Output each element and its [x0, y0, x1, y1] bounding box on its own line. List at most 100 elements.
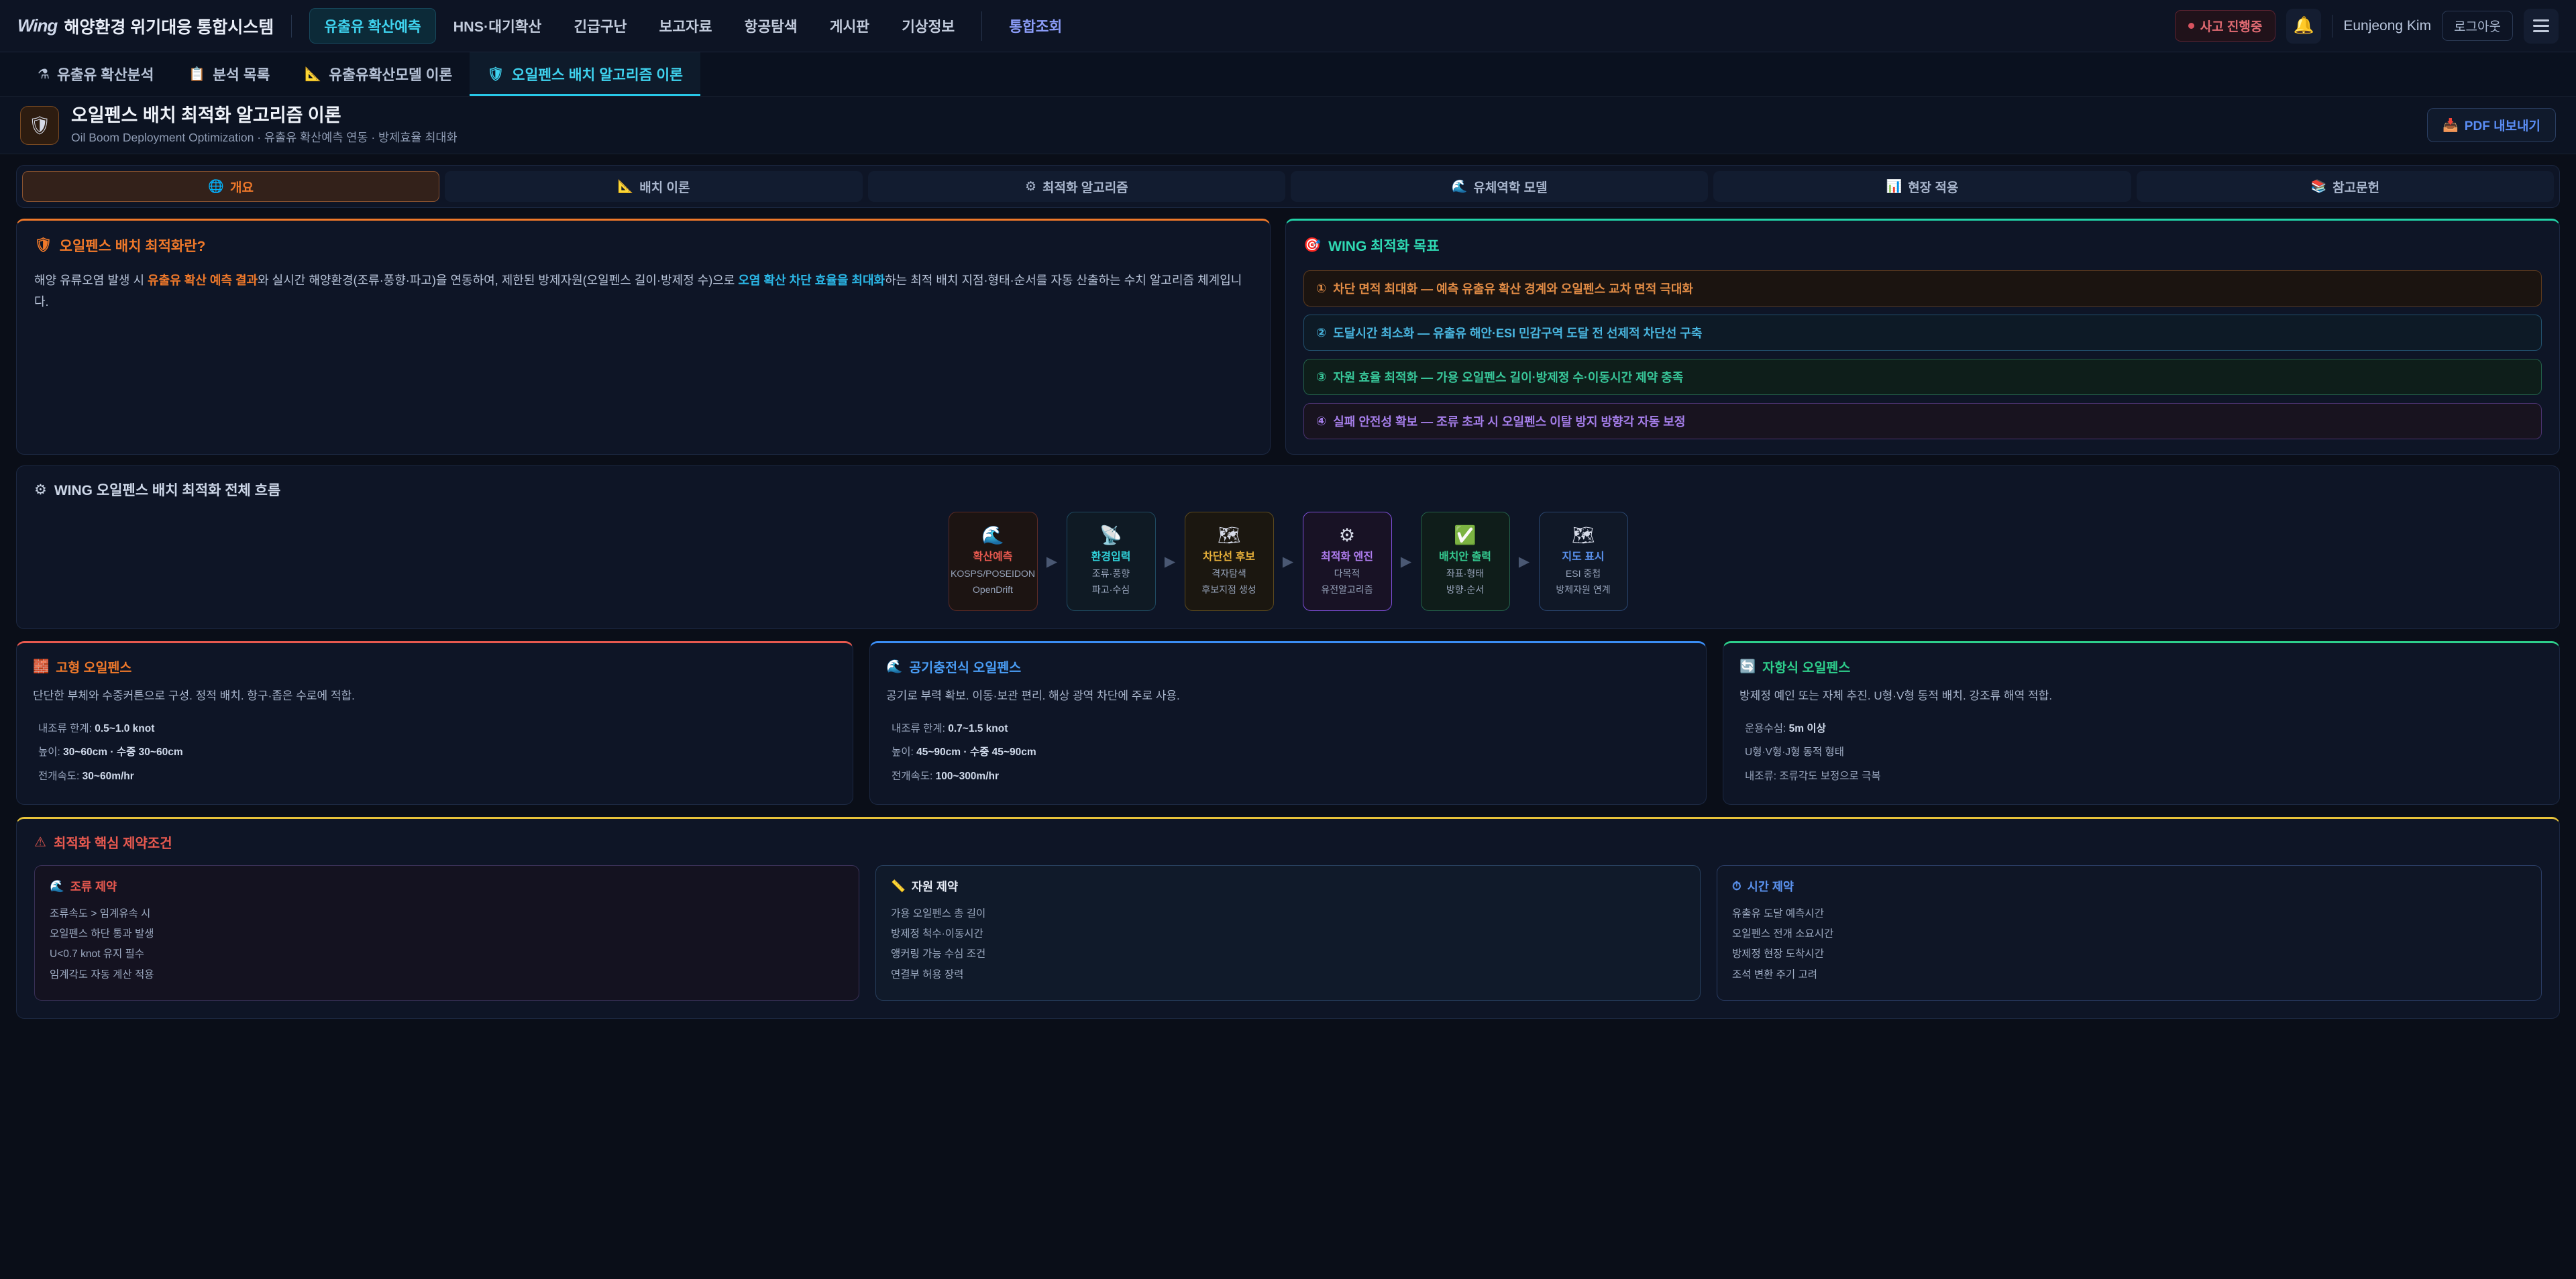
- shield-icon: 🛡: [34, 237, 52, 253]
- nav-item-hns-atmos[interactable]: HNS·대기확산: [453, 19, 542, 35]
- flask-icon: ⚗: [38, 67, 50, 82]
- flow-node-barrier-candidates[interactable]: 🗺 차단선 후보 격자탐색 후보지점 생성: [1184, 512, 1274, 611]
- boom-spec-row: 높이: 45~90cm · 수중 45~90cm: [886, 740, 1690, 764]
- tab-optimization-algorithm[interactable]: ⚙ 최적화 알고리즘: [867, 171, 1285, 202]
- triangle-ruler-icon: 📐: [305, 67, 322, 82]
- intro-panel-body: 해양 유류오염 발생 시 유출유 확산 예측 결과와 실시간 해양환경(조류·풍…: [34, 270, 1252, 313]
- constraint-item: 유출유 도달 예측시간: [1732, 907, 1824, 920]
- constraint-group-title-row: 🌊 조류 제약: [50, 878, 844, 895]
- flow-node-line1: 격자탐색: [1212, 567, 1246, 579]
- export-pdf-label: PDF 내보내기: [2464, 119, 2540, 133]
- boom-spec-value: 100~300m/hr: [935, 770, 1000, 782]
- map-icon: 🗺: [1217, 524, 1241, 545]
- clipboard-icon: 📋: [189, 67, 206, 82]
- goals-panel: 🎯 WING 최적화 목표 ① 차단 면적 최대화 — 예측 유출유 확산 경계…: [1285, 219, 2560, 455]
- books-icon: 📚: [2310, 180, 2327, 194]
- tab-deployment-theory[interactable]: 📐 배치 이론: [445, 171, 863, 202]
- constraint-item: 방제정 현장 도착시간: [1732, 948, 1824, 960]
- boom-spec-label: 높이:: [892, 746, 917, 759]
- hamburger-menu-icon[interactable]: [2524, 8, 2559, 44]
- nav-item-emergency-rescue[interactable]: 긴급구난: [574, 19, 627, 35]
- intro-text-3: 하는 최적 배치 지점·형태·순서를 자동 산출하는 수치 알고리즘 체계입니다…: [34, 274, 1242, 309]
- flow-node-line2: OpenDrift: [973, 584, 1013, 595]
- logout-button[interactable]: 로그아웃: [2442, 11, 2513, 41]
- subtab-spill-analysis[interactable]: ⚗ 유출유 확산분석: [20, 52, 171, 96]
- flow-node-map-display[interactable]: 🗺 지도 표시 ESI 중첩 방제자원 연계: [1538, 512, 1628, 611]
- constraints-title: 최적화 핵심 제약조건: [53, 836, 172, 851]
- gear-icon: ⚙: [1338, 524, 1356, 545]
- tab-label: 배치 이론: [639, 180, 690, 195]
- flow-panel-title-row: ⚙ WING 오일펜스 배치 최적화 전체 흐름: [34, 480, 2542, 500]
- warning-icon: ⚠: [34, 834, 46, 850]
- boom-card-description: 단단한 부체와 수중커튼으로 구성. 정적 배치. 항구·좁은 수로에 적합.: [33, 689, 355, 702]
- goal-item: ④ 실패 안전성 확보 — 조류 초과 시 오일펜스 이탈 방지 방향각 자동 …: [1303, 403, 2542, 439]
- nav-item-integrated-search[interactable]: 통합조회: [1009, 19, 1063, 35]
- nav-item-aerial-search[interactable]: 항공탐색: [744, 19, 798, 35]
- header-actions: 사고 진행중 🔔 Eunjeong Kim 로그아웃: [2174, 8, 2559, 44]
- flow-panel-title: WING 오일펜스 배치 최적화 전체 흐름: [54, 483, 281, 498]
- fence-icon: 🧱: [33, 659, 50, 674]
- subtab-spill-model-theory[interactable]: 📐 유출유확산모델 이론: [287, 52, 470, 96]
- flow-node-line1: ESI 중첩: [1565, 567, 1601, 579]
- goal-number: ④: [1316, 414, 1327, 428]
- constraint-group-title: 시간 제약: [1747, 879, 1794, 893]
- subtab-label: 분석 목록: [213, 67, 270, 83]
- content-tab-strip: 🌐 개요 📐 배치 이론 ⚙ 최적화 알고리즘 🌊 유체역학 모델 📊 현장 적…: [16, 165, 2560, 208]
- flow-node-deployment-output[interactable]: ✅ 배치안 출력 좌표·형태 방향·순서: [1420, 512, 1510, 611]
- incident-status-badge[interactable]: 사고 진행중: [2174, 10, 2276, 42]
- boom-spec-value: 5m 이상: [1788, 723, 1826, 735]
- chart-icon: 📊: [1886, 180, 1902, 194]
- boom-card-inflatable: 🌊 공기충전식 오일펜스 공기로 부력 확보. 이동·보관 편리. 해상 광역 …: [869, 641, 1707, 805]
- triangle-ruler-icon: 📐: [617, 180, 634, 194]
- brand-name: 해양환경 위기대응 통합시스템: [64, 17, 274, 37]
- tab-overview[interactable]: 🌐 개요: [22, 171, 440, 202]
- wave-icon: 🌊: [50, 879, 64, 893]
- flow-node-line2: 후보지점 생성: [1201, 584, 1256, 595]
- flow-node-line2: 파고·수심: [1091, 584, 1130, 595]
- goal-item: ① 차단 면적 최대화 — 예측 유출유 확산 경계와 오일펜스 교차 면적 극…: [1303, 270, 2542, 307]
- goal-item: ② 도달시간 최소화 — 유출유 해안·ESI 민감구역 도달 전 선제적 차단…: [1303, 315, 2542, 351]
- refresh-icon: 🔄: [1739, 659, 1756, 674]
- tab-label: 유체역학 모델: [1473, 180, 1548, 195]
- gear-icon: ⚙: [1024, 179, 1037, 194]
- nav-item-board[interactable]: 게시판: [829, 19, 870, 35]
- wave-icon: 🌊: [1451, 180, 1468, 194]
- tab-hydrodynamic-model[interactable]: 🌊 유체역학 모델: [1290, 171, 1709, 202]
- export-pdf-button[interactable]: 📥 PDF 내보내기: [2427, 108, 2556, 142]
- flow-node-environment-input[interactable]: 📡 환경입력 조류·풍향 파고·수심: [1066, 512, 1156, 611]
- boom-card-solid: 🧱 고형 오일펜스 단단한 부체와 수중커튼으로 구성. 정적 배치. 항구·좁…: [16, 641, 853, 805]
- boom-spec-row: 운용수심: 5m 이상: [1739, 717, 2543, 740]
- nav-item-spill-forecast[interactable]: 유출유 확산예측: [309, 8, 436, 44]
- subtab-boom-algorithm-theory[interactable]: 🛡 오일펜스 배치 알고리즘 이론: [470, 52, 700, 96]
- brand-logo-icon: Wing: [17, 15, 58, 36]
- boom-card-self-propelled: 🔄 자항식 오일펜스 방제정 예인 또는 자체 추진. U형·V형 동적 배치.…: [1723, 641, 2560, 805]
- constraint-item: 앵커링 가능 수심 조건: [891, 948, 986, 960]
- tab-label: 개요: [230, 180, 254, 195]
- intro-panel: 🛡 오일펜스 배치 최적화란? 해양 유류오염 발생 시 유출유 확산 예측 결…: [16, 219, 1271, 455]
- flow-node-name: 최적화 엔진: [1320, 551, 1374, 563]
- tab-references[interactable]: 📚 참고문헌: [2136, 171, 2554, 202]
- user-name: Eunjeong Kim: [2343, 17, 2432, 34]
- constraint-item: 가용 오일펜스 총 길이: [891, 907, 986, 920]
- header-divider: [291, 14, 292, 38]
- intro-highlight-2: 오염 확산 차단 효율을 최대화: [738, 274, 885, 287]
- flow-arrow-icon: ▶: [1164, 553, 1176, 569]
- nav-item-reports[interactable]: 보고자료: [659, 19, 712, 35]
- flow-node-optimization-engine[interactable]: ⚙ 최적화 엔진 다목적 유전알고리즘: [1302, 512, 1392, 611]
- flow-node-dispersion-forecast[interactable]: 🌊 확산예측 KOSPS/POSEIDON OpenDrift: [948, 512, 1038, 611]
- wave-icon: 🌊: [981, 524, 1004, 545]
- subtab-analysis-list[interactable]: 📋 분석 목록: [171, 52, 287, 96]
- nav-item-weather[interactable]: 기상정보: [902, 19, 955, 35]
- constraint-group-title: 자원 제약: [911, 879, 959, 893]
- goal-text: 자원 효율 최적화 — 가용 오일펜스 길이·방제정 수·이동시간 제약 충족: [1333, 371, 1684, 384]
- boom-spec-label: 높이:: [38, 746, 64, 759]
- incident-status-label: 사고 진행중: [2200, 20, 2263, 34]
- constraints-title-row: ⚠ 최적화 핵심 제약조건: [34, 832, 2542, 852]
- notification-bell-icon[interactable]: 🔔: [2286, 8, 2322, 44]
- page-subtitle: Oil Boom Deployment Optimization · 유출유 확…: [71, 130, 458, 144]
- brand: Wing 해양환경 위기대응 통합시스템: [17, 14, 274, 38]
- overview-row: 🛡 오일펜스 배치 최적화란? 해양 유류오염 발생 시 유출유 확산 예측 결…: [16, 219, 2560, 455]
- tab-field-application[interactable]: 📊 현장 적용: [1713, 171, 2131, 202]
- boom-spec-label: 운용수심:: [1745, 723, 1789, 735]
- flow-node-name: 지도 표시: [1562, 551, 1605, 563]
